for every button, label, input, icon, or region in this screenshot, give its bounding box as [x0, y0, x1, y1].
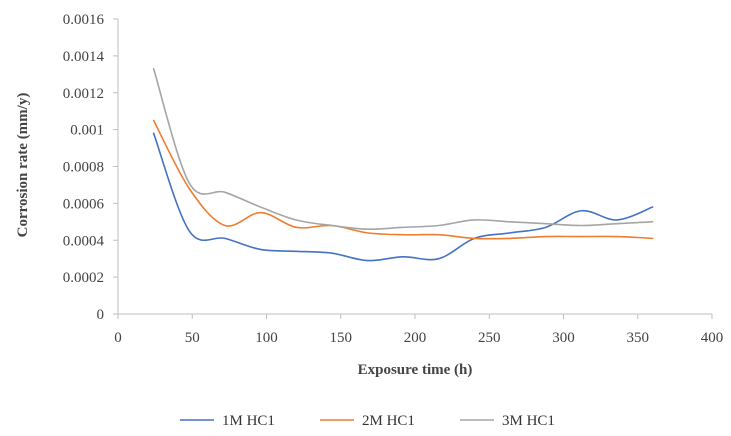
x-tick-label: 250 [478, 330, 501, 346]
y-tick-label: 0.0016 [63, 12, 105, 28]
series-line-1m-hc1 [152, 132, 654, 262]
y-axis-ticks: 0 0.0002 0.0004 0.0006 0.0008 0.001 0.0012 0.00… [63, 12, 118, 323]
y-tick-label: 0.0008 [63, 160, 104, 176]
y-tick-label: 0.0004 [63, 233, 105, 249]
y-tick-label: 0.0006 [63, 196, 105, 212]
x-axis-title: Exposure time (h) [358, 362, 473, 378]
x-axis-ticks: 0 50 100 150 200 250 300 350 400 [114, 314, 723, 346]
x-tick-label: 300 [552, 330, 575, 346]
x-tick-label: 350 [627, 330, 650, 346]
legend: 1M HC1 2M HC1 3M HC1 [180, 413, 555, 429]
y-tick-label: 0.0012 [63, 86, 104, 102]
x-tick-label: 150 [330, 330, 353, 346]
legend-label: 1M HC1 [222, 413, 275, 429]
x-tick-label: 50 [185, 330, 200, 346]
x-tick-label: 200 [404, 330, 427, 346]
y-axis-title: Corrosion rate (mm/y) [15, 93, 31, 238]
series-line-3m-hc1 [152, 67, 654, 231]
y-tick-label: 0.001 [70, 123, 104, 139]
y-tick-label: 0.0014 [63, 49, 105, 65]
x-tick-label: 400 [701, 330, 724, 346]
x-tick-label: 100 [255, 330, 278, 346]
y-tick-label: 0.0002 [63, 270, 104, 286]
x-tick-label: 0 [114, 330, 122, 346]
series-line-2m-hc1 [152, 119, 654, 240]
axes [117, 19, 712, 315]
series-lines [152, 67, 654, 262]
y-tick-label: 0 [97, 307, 105, 323]
legend-label: 2M HC1 [362, 413, 415, 429]
legend-label: 3M HC1 [502, 413, 555, 429]
